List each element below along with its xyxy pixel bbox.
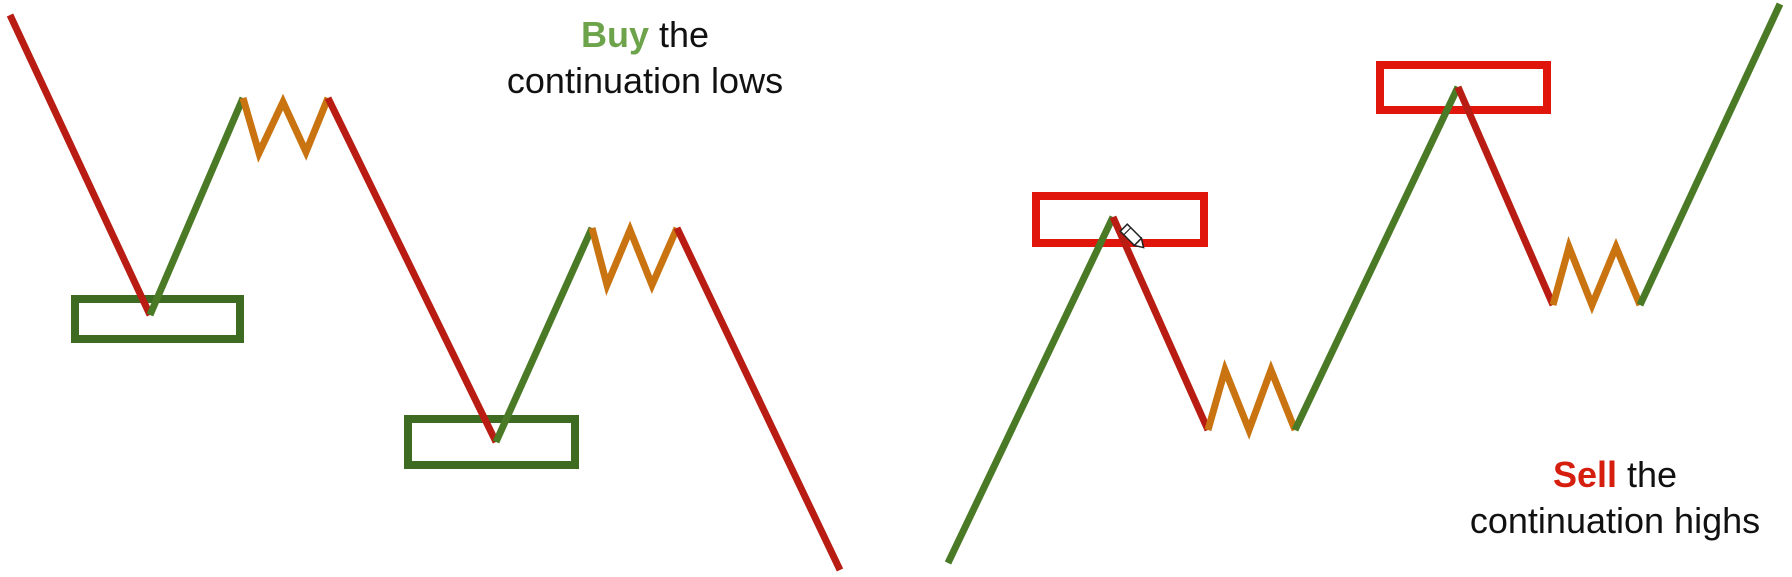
consolidation-zigzag xyxy=(588,220,681,296)
buy-caption-line2: continuation lows xyxy=(506,60,784,101)
up-leg xyxy=(1291,85,1462,432)
up-leg xyxy=(944,215,1117,565)
sell-caption-line1: Sell the xyxy=(1440,452,1790,498)
sell-caption-rest: the xyxy=(1627,454,1678,495)
buy-caption-line1: Buy the xyxy=(470,12,820,58)
up-leg xyxy=(492,226,596,444)
buy-caption-rest: the xyxy=(658,14,710,55)
sell-panel xyxy=(944,2,1784,565)
down-leg xyxy=(324,96,500,444)
sell-caption-line2: continuation highs xyxy=(1469,500,1761,541)
buy-keyword: Buy xyxy=(580,14,649,55)
sell-zone-2 xyxy=(1376,61,1551,114)
consolidation-zigzag xyxy=(1549,236,1644,315)
consolidation-zigzag xyxy=(239,93,332,163)
up-leg xyxy=(1636,2,1784,307)
down-leg xyxy=(673,226,844,572)
up-leg xyxy=(146,96,247,317)
buy-zone-2 xyxy=(404,415,579,469)
consolidation-zigzag xyxy=(1204,359,1299,440)
down-leg xyxy=(1109,215,1212,432)
pencil-cursor-icon xyxy=(1119,223,1145,249)
sell-keyword: Sell xyxy=(1552,454,1617,495)
sell-caption: Sell the continuation highs xyxy=(1440,452,1790,544)
sell-zone-1 xyxy=(1032,192,1208,247)
down-leg xyxy=(1454,85,1557,307)
buy-caption: Buy the continuation lows xyxy=(470,12,820,104)
buy-panel xyxy=(6,13,844,572)
down-leg xyxy=(6,13,154,317)
